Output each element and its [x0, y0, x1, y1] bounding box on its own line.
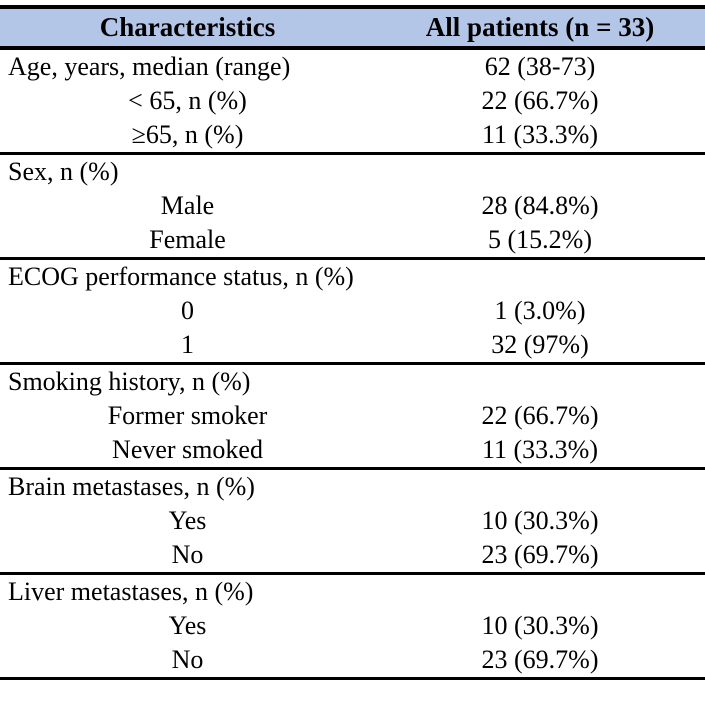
table-row: ≥65, n (%) 11 (33.3%) [0, 118, 705, 152]
row-value: 28 (84.8%) [481, 191, 599, 220]
table-row: No 23 (69.7%) [0, 538, 705, 572]
table-section-liver-metastases: Liver metastases, n (%) Yes 10 (30.3%) N… [0, 575, 705, 680]
table-row: Yes 10 (30.3%) [0, 609, 705, 643]
table-header-row: Characteristics All patients (n = 33) [0, 9, 705, 50]
row-label: Former smoker [107, 401, 268, 430]
table-row: No 23 (69.7%) [0, 643, 705, 677]
column-header-characteristics: Characteristics [99, 12, 276, 42]
table-row: 0 1 (3.0%) [0, 294, 705, 328]
row-value: 32 (97%) [491, 330, 589, 359]
row-label: ECOG performance status, n (%) [8, 262, 354, 291]
table-row: 1 32 (97%) [0, 328, 705, 362]
row-label: Brain metastases, n (%) [8, 472, 255, 501]
row-value: 62 (38-73) [484, 52, 596, 81]
row-value: 11 (33.3%) [481, 435, 598, 464]
row-label: No [171, 540, 204, 569]
row-label: Male [160, 191, 215, 220]
row-value: 5 (15.2%) [488, 225, 592, 254]
row-label: Female [149, 225, 226, 254]
row-label: No [171, 645, 204, 674]
row-label: < 65, n (%) [128, 86, 247, 115]
table-section-smoking: Smoking history, n (%) Former smoker 22 … [0, 365, 705, 470]
row-label: Never smoked [112, 435, 263, 464]
row-value: 23 (69.7%) [481, 645, 599, 674]
table-section-ecog: ECOG performance status, n (%) 0 1 (3.0%… [0, 260, 705, 365]
row-value: 22 (66.7%) [481, 401, 599, 430]
table-section-age: Age, years, median (range) 62 (38-73) < … [0, 50, 705, 155]
table-row: Never smoked 11 (33.3%) [0, 433, 705, 467]
row-label: 0 [181, 296, 194, 325]
table-row: Former smoker 22 (66.7%) [0, 399, 705, 433]
row-value: 1 (3.0%) [494, 296, 586, 325]
row-label: Liver metastases, n (%) [8, 577, 254, 606]
table-row: ECOG performance status, n (%) [0, 260, 705, 294]
row-value: 11 (33.3%) [481, 120, 598, 149]
row-label: Sex, n (%) [8, 157, 119, 186]
row-value: 22 (66.7%) [481, 86, 599, 115]
row-value: 23 (69.7%) [481, 540, 599, 569]
characteristics-table: Characteristics All patients (n = 33) Ag… [0, 5, 705, 680]
row-label: ≥65, n (%) [131, 120, 244, 149]
table-row: Sex, n (%) [0, 155, 705, 189]
table-row: Smoking history, n (%) [0, 365, 705, 399]
table-row: Yes 10 (30.3%) [0, 504, 705, 538]
table-section-brain-metastases: Brain metastases, n (%) Yes 10 (30.3%) N… [0, 470, 705, 575]
row-value: 10 (30.3%) [481, 506, 599, 535]
row-label: Yes [168, 611, 207, 640]
row-label: Yes [168, 506, 207, 535]
table-row: Female 5 (15.2%) [0, 223, 705, 257]
table-row: < 65, n (%) 22 (66.7%) [0, 84, 705, 118]
table-row: Male 28 (84.8%) [0, 189, 705, 223]
table-row: Age, years, median (range) 62 (38-73) [0, 50, 705, 84]
row-label: 1 [181, 330, 194, 359]
row-value: 10 (30.3%) [481, 611, 599, 640]
row-label: Smoking history, n (%) [8, 367, 251, 396]
table-section-sex: Sex, n (%) Male 28 (84.8%) Female 5 (15.… [0, 155, 705, 260]
row-label: Age, years, median (range) [8, 52, 291, 81]
column-header-all-patients: All patients (n = 33) [425, 12, 655, 42]
table-row: Liver metastases, n (%) [0, 575, 705, 609]
table-row: Brain metastases, n (%) [0, 470, 705, 504]
